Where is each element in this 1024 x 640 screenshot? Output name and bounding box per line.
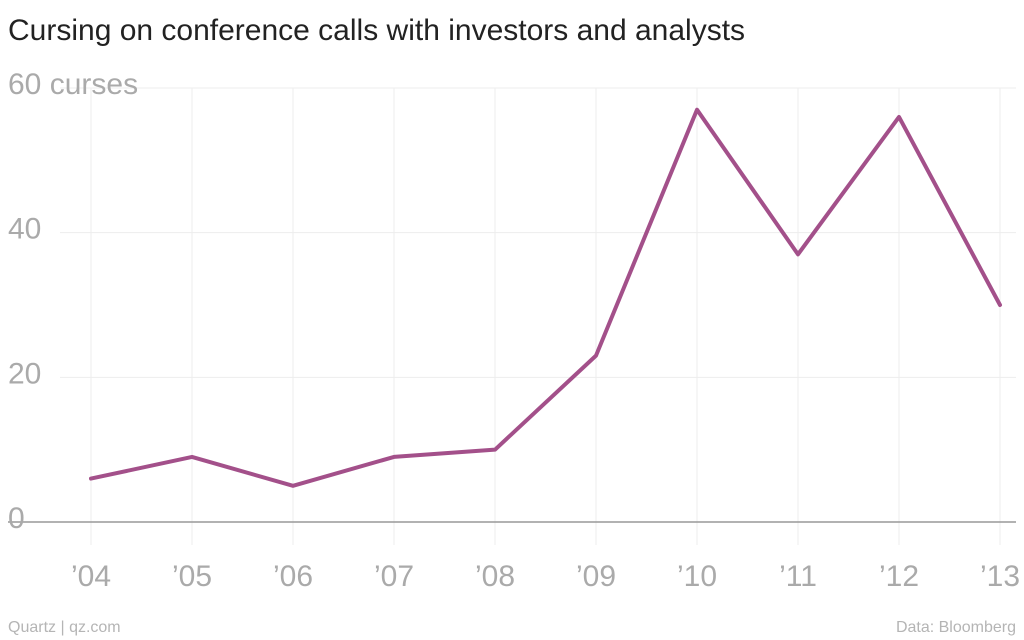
- x-tick-label: ’13: [980, 560, 1020, 593]
- x-tick-label: ’06: [273, 560, 313, 593]
- x-tick-label: ’11: [779, 560, 817, 593]
- x-tick-label: ’08: [475, 560, 515, 593]
- y-tick-label: 20: [8, 357, 41, 390]
- x-tick-label: ’05: [172, 560, 212, 593]
- y-tick-label: 40: [8, 213, 41, 246]
- chart-title: Cursing on conference calls with investo…: [8, 14, 745, 47]
- x-tick-label: ’09: [576, 560, 616, 593]
- x-tick-label: ’07: [374, 560, 414, 593]
- y-tick-label: 60 curses: [8, 68, 138, 101]
- x-tick-label: ’04: [71, 560, 111, 593]
- source-right: Data: Bloomberg: [896, 619, 1016, 636]
- source-left: Quartz | qz.com: [8, 619, 121, 636]
- x-tick-label: ’10: [677, 560, 717, 593]
- x-tick-label: ’12: [879, 560, 919, 593]
- data-line: [89, 107, 1002, 488]
- y-tick-label: 0: [8, 502, 25, 535]
